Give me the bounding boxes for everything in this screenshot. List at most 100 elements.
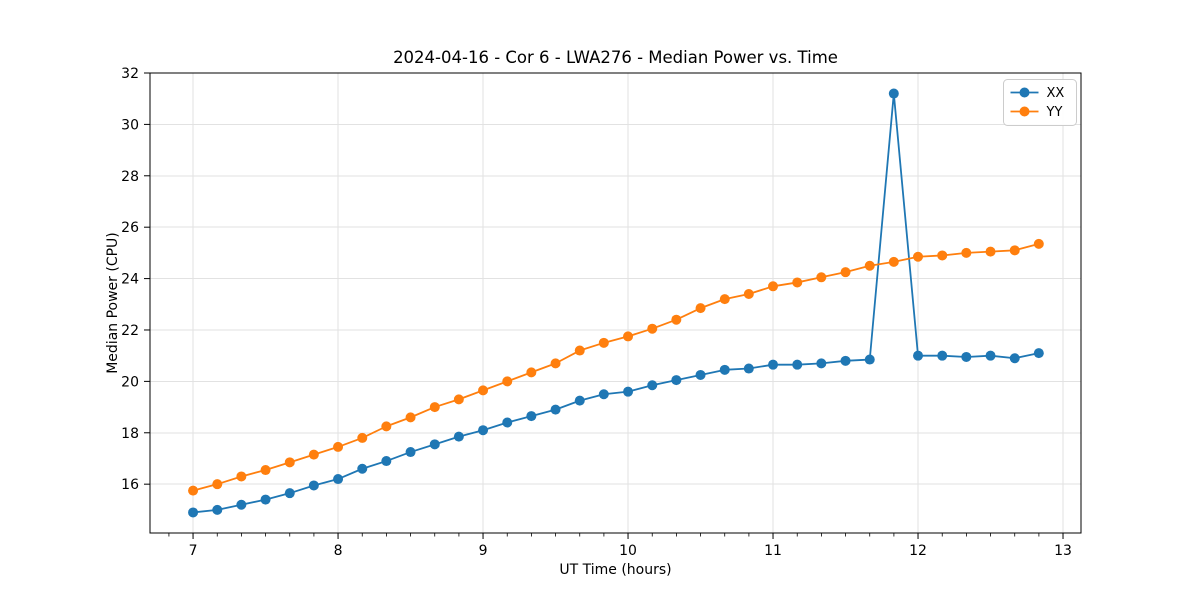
data-point-XX bbox=[260, 494, 271, 505]
data-point-YY bbox=[792, 277, 803, 288]
legend: XX YY bbox=[1003, 79, 1077, 126]
x-tick-label: 12 bbox=[909, 543, 927, 559]
y-tick-label: 28 bbox=[121, 169, 139, 185]
data-point-XX bbox=[1033, 348, 1044, 359]
data-point-XX bbox=[985, 350, 996, 361]
data-point-YY bbox=[502, 376, 513, 387]
legend-label: YY bbox=[1046, 105, 1063, 120]
data-point-XX bbox=[478, 425, 489, 436]
data-point-XX bbox=[695, 369, 706, 380]
data-point-YY bbox=[333, 441, 344, 452]
data-point-YY bbox=[212, 479, 223, 490]
y-tick-label: 20 bbox=[121, 374, 139, 390]
x-tick-label: 10 bbox=[619, 543, 637, 559]
data-point-YY bbox=[671, 314, 682, 325]
data-point-YY bbox=[260, 465, 271, 476]
data-point-XX bbox=[647, 380, 658, 391]
data-point-YY bbox=[961, 247, 972, 258]
data-point-XX bbox=[574, 395, 585, 406]
data-point-XX bbox=[333, 474, 344, 485]
axes-spines bbox=[149, 72, 1082, 534]
data-point-XX bbox=[188, 507, 199, 518]
data-point-XX bbox=[961, 351, 972, 362]
data-point-YY bbox=[985, 246, 996, 257]
legend-box bbox=[1003, 79, 1077, 126]
data-point-XX bbox=[816, 358, 827, 369]
y-tick-label: 18 bbox=[121, 426, 139, 442]
chart-title: 2024-04-16 - Cor 6 - LWA276 - Median Pow… bbox=[393, 48, 838, 67]
data-point-XX bbox=[357, 463, 368, 474]
data-point-XX bbox=[840, 355, 851, 366]
x-tick-label: 13 bbox=[1054, 543, 1072, 559]
data-point-YY bbox=[623, 331, 634, 342]
data-point-YY bbox=[1033, 238, 1044, 249]
data-point-YY bbox=[550, 358, 561, 369]
data-point-YY bbox=[308, 449, 319, 460]
data-point-YY bbox=[574, 345, 585, 356]
y-tick-label: 16 bbox=[121, 477, 139, 493]
data-point-XX bbox=[792, 359, 803, 370]
legend-swatch-marker bbox=[1019, 87, 1030, 98]
x-tick-label: 7 bbox=[189, 543, 198, 559]
data-point-XX bbox=[308, 480, 319, 491]
data-point-YY bbox=[768, 281, 779, 292]
data-point-YY bbox=[381, 421, 392, 432]
data-point-XX bbox=[864, 354, 875, 365]
data-point-YY bbox=[598, 337, 609, 348]
data-point-XX bbox=[550, 404, 561, 415]
data-point-YY bbox=[453, 394, 464, 405]
data-point-YY bbox=[840, 267, 851, 278]
x-tick-label: 8 bbox=[334, 543, 343, 559]
series-line-XX bbox=[192, 92, 1039, 514]
data-point-YY bbox=[284, 457, 295, 468]
data-point-YY bbox=[526, 367, 537, 378]
data-point-YY bbox=[236, 471, 247, 482]
data-point-XX bbox=[284, 488, 295, 499]
y-tick-label: 22 bbox=[121, 323, 139, 339]
data-point-YY bbox=[743, 289, 754, 300]
data-point-YY bbox=[864, 260, 875, 271]
x-axis-label: UT Time (hours) bbox=[559, 562, 672, 578]
data-point-XX bbox=[236, 499, 247, 510]
data-point-XX bbox=[888, 88, 899, 99]
data-point-XX bbox=[212, 504, 223, 515]
data-point-XX bbox=[502, 417, 513, 428]
data-point-YY bbox=[405, 412, 416, 423]
data-point-YY bbox=[647, 323, 658, 334]
data-point-YY bbox=[357, 432, 368, 443]
data-point-YY bbox=[188, 485, 199, 496]
data-point-XX bbox=[526, 411, 537, 422]
data-point-XX bbox=[381, 456, 392, 467]
data-point-YY bbox=[913, 251, 924, 262]
x-tick-label: 11 bbox=[764, 543, 782, 559]
data-point-YY bbox=[816, 272, 827, 283]
data-point-XX bbox=[719, 364, 730, 375]
data-point-XX bbox=[429, 439, 440, 450]
y-axis-label: Median Power (CPU) bbox=[105, 232, 121, 374]
legend-label: XX bbox=[1047, 86, 1065, 101]
data-point-XX bbox=[743, 363, 754, 374]
data-point-XX bbox=[937, 350, 948, 361]
data-point-XX bbox=[623, 386, 634, 397]
y-tick-label: 30 bbox=[121, 117, 139, 133]
data-point-YY bbox=[695, 303, 706, 314]
data-point-XX bbox=[671, 375, 682, 386]
data-point-YY bbox=[888, 256, 899, 267]
data-point-XX bbox=[768, 359, 779, 370]
y-tick-label: 32 bbox=[121, 66, 139, 82]
legend-swatch-marker bbox=[1019, 106, 1030, 117]
data-point-XX bbox=[1009, 353, 1020, 364]
y-tick-label: 26 bbox=[121, 220, 139, 236]
data-point-YY bbox=[429, 402, 440, 413]
data-point-YY bbox=[719, 294, 730, 305]
x-tick-label: 9 bbox=[479, 543, 488, 559]
y-tick-label: 24 bbox=[121, 272, 139, 288]
data-point-XX bbox=[453, 431, 464, 442]
data-point-XX bbox=[405, 447, 416, 458]
data-point-YY bbox=[1009, 245, 1020, 256]
data-point-YY bbox=[937, 250, 948, 261]
data-point-XX bbox=[913, 350, 924, 361]
data-point-YY bbox=[478, 385, 489, 396]
